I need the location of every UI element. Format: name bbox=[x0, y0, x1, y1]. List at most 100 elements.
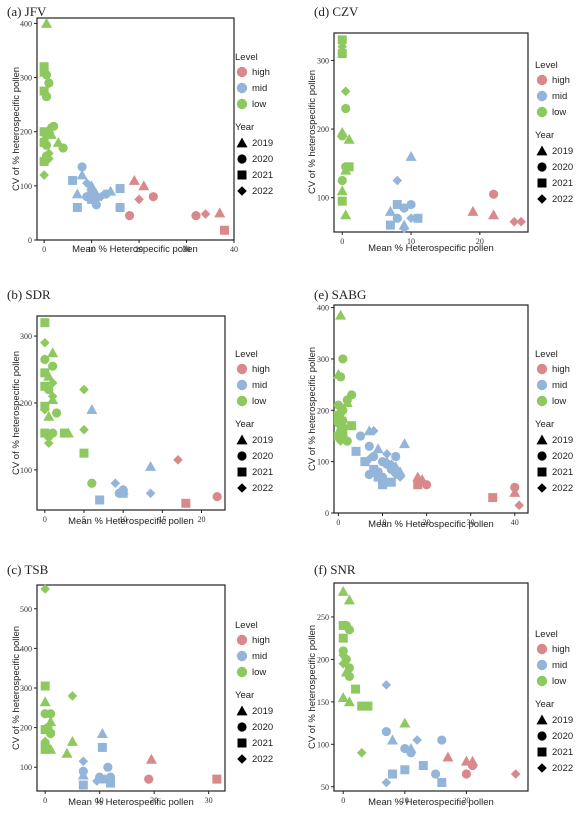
plot-frame bbox=[333, 304, 529, 514]
data-point-low bbox=[333, 410, 343, 420]
panel-tsb: (c) TSB 0 10 20 30 100 200 300 400 500 Mean % Hete… bbox=[7, 562, 273, 808]
data-point-low bbox=[59, 428, 69, 438]
y-tick-label: 50 bbox=[321, 783, 329, 792]
data-point-mid bbox=[355, 431, 366, 441]
data-point-high bbox=[510, 482, 520, 492]
data-point-high bbox=[143, 774, 154, 784]
legend-level-title: Level bbox=[235, 349, 258, 360]
legend-year-label: 2020 bbox=[552, 731, 573, 742]
data-point-mid bbox=[96, 191, 106, 202]
data-point-high bbox=[145, 753, 157, 764]
legend-year-label: 2020 bbox=[552, 162, 573, 173]
x-tick-label: 20 bbox=[476, 237, 484, 246]
data-point-mid bbox=[392, 175, 403, 186]
data-point-mid bbox=[72, 203, 82, 213]
y-tick-label: 300 bbox=[317, 355, 329, 364]
legend-year-label: 2021 bbox=[252, 467, 273, 478]
legend-triangle-icon bbox=[536, 145, 548, 156]
x-axis-label: Mean % Heterospecific pollen bbox=[68, 516, 194, 527]
y-axis-label: CV of % heterospecific pollen bbox=[11, 351, 22, 475]
legend-swatch-low bbox=[236, 395, 248, 407]
y-tick-label: 300 bbox=[20, 74, 32, 83]
data-point-high bbox=[128, 174, 140, 185]
data-point-low bbox=[79, 448, 89, 458]
legend-level-label: low bbox=[252, 667, 266, 678]
data-points bbox=[332, 309, 524, 511]
legend-swatch-low bbox=[236, 98, 248, 110]
data-point-mid bbox=[372, 443, 384, 454]
y-tick-label: 200 bbox=[317, 406, 329, 415]
data-point-mid bbox=[368, 426, 379, 436]
legend-swatch-mid bbox=[236, 379, 248, 391]
legend-swatch-high bbox=[536, 363, 548, 375]
x-tick-label: 0 bbox=[341, 796, 345, 805]
legend-year-label: 2020 bbox=[252, 154, 273, 165]
legend-year-label: 2022 bbox=[552, 763, 573, 774]
data-point-mid bbox=[86, 186, 97, 197]
legend-year-label: 2020 bbox=[552, 451, 573, 462]
legend: Level high mid low Year 2019 2020 2021 2022 bbox=[235, 349, 273, 494]
plot-frame bbox=[36, 315, 226, 511]
data-point-high bbox=[191, 211, 201, 221]
legend-swatch-mid bbox=[536, 90, 548, 102]
data-point-mid bbox=[384, 205, 396, 216]
data-point-low bbox=[87, 478, 97, 488]
legend-triangle-icon bbox=[536, 714, 548, 725]
panel-title: (a) JFV bbox=[7, 4, 47, 19]
data-point-high bbox=[421, 480, 432, 490]
data-point-low bbox=[337, 131, 347, 141]
data-point-low bbox=[61, 747, 73, 758]
data-point-low bbox=[344, 663, 354, 673]
data-point-low bbox=[51, 408, 62, 418]
x-tick-label: 0 bbox=[340, 237, 344, 246]
data-point-low bbox=[40, 318, 50, 328]
data-point-mid bbox=[71, 188, 83, 199]
data-point-low bbox=[79, 424, 89, 435]
legend-year-label: 2021 bbox=[252, 170, 273, 181]
data-point-mid bbox=[399, 203, 409, 213]
x-tick-label: 5 bbox=[82, 515, 86, 524]
data-point-low bbox=[343, 133, 355, 144]
data-point-low bbox=[337, 49, 347, 59]
data-point-high bbox=[509, 216, 520, 227]
data-point-low bbox=[45, 128, 57, 139]
legend-square-icon bbox=[237, 467, 247, 477]
data-point-mid bbox=[118, 488, 128, 498]
data-point-mid bbox=[381, 680, 392, 690]
legend-level-label: mid bbox=[252, 651, 267, 662]
y-tick-label: 200 bbox=[20, 128, 32, 137]
legend-swatch-high bbox=[236, 66, 248, 78]
panel-czv: (d) CZV 0 10 20 100 200 300 Mean % Heterospecif… bbox=[307, 4, 573, 254]
y-tick-label: 400 bbox=[20, 644, 32, 653]
data-point-low bbox=[337, 35, 347, 45]
data-point-mid bbox=[386, 477, 396, 487]
legend-circle-icon bbox=[237, 154, 247, 164]
data-point-mid bbox=[86, 404, 98, 415]
y-tick-label: 150 bbox=[317, 698, 329, 707]
x-tick-label: 40 bbox=[230, 245, 238, 254]
x-axis-label: Mean % Heterospecific pollen bbox=[72, 244, 198, 255]
data-point-low bbox=[340, 209, 352, 220]
data-point-mid bbox=[378, 480, 387, 490]
data-point-low bbox=[357, 701, 367, 711]
legend-square-icon bbox=[537, 178, 547, 188]
data-point-low bbox=[40, 337, 50, 348]
data-point-low bbox=[40, 368, 50, 378]
y-axis-label: CV of % heterospecific pollen bbox=[307, 625, 318, 749]
legend-swatch-high bbox=[536, 74, 548, 86]
data-point-high bbox=[220, 225, 230, 235]
data-point-low bbox=[39, 170, 49, 180]
legend-circle-icon bbox=[237, 451, 247, 461]
data-point-mid bbox=[392, 213, 402, 223]
legend-circle-icon bbox=[537, 162, 547, 172]
x-tick-label: 20 bbox=[462, 796, 470, 805]
x-axis-label: Mean % Heterospecific pollen bbox=[368, 243, 494, 254]
data-points bbox=[39, 17, 230, 235]
data-point-low bbox=[40, 17, 52, 28]
data-point-mid bbox=[82, 178, 92, 188]
data-point-mid bbox=[399, 223, 409, 234]
x-tick-label: 10 bbox=[407, 237, 415, 246]
panel-sdr: (b) SDR 0 5 10 15 20 100 200 300 Mean % Heterospe… bbox=[7, 287, 273, 527]
y-tick-label: 100 bbox=[20, 763, 32, 772]
data-point-low bbox=[39, 138, 49, 148]
